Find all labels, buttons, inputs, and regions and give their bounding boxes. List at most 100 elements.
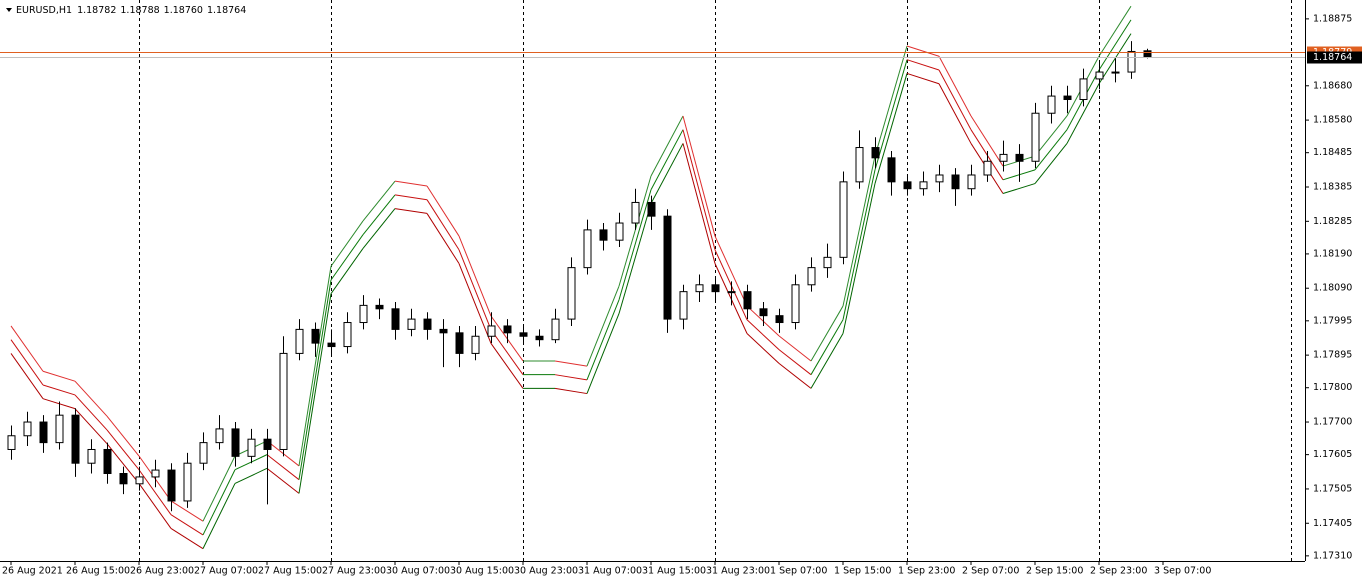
candle-body	[567, 267, 576, 320]
candle-body	[71, 414, 80, 464]
ribbon-segment	[586, 313, 620, 394]
ribbon-segment	[650, 115, 684, 177]
x-tick-label: 30 Aug 15:00	[450, 566, 514, 577]
ribbon-segment	[1002, 183, 1036, 194]
x-tick-label: 27 Aug 23:00	[322, 566, 386, 577]
ribbon-segment	[938, 83, 972, 144]
y-tick-label: 1.17505	[1313, 483, 1352, 494]
ribbon-segment	[618, 175, 652, 287]
candle-body	[311, 328, 320, 344]
ribbon-segment	[1034, 115, 1068, 157]
ribbon-segment	[202, 483, 236, 549]
candle-body	[343, 322, 352, 348]
ribbon-segment	[458, 249, 492, 330]
candle-body	[439, 328, 448, 334]
candle-body	[1031, 112, 1040, 162]
ribbon-segment	[650, 129, 684, 190]
candle-body	[775, 315, 784, 324]
candle-body	[711, 284, 720, 293]
candle-body	[1143, 50, 1152, 58]
y-tick-label: 1.18580	[1313, 115, 1352, 126]
ribbon-segment	[554, 387, 588, 395]
candle-body	[167, 469, 176, 502]
ribbon-segment	[938, 56, 972, 117]
ribbon-segment	[1034, 143, 1068, 184]
ribbon-segment	[10, 325, 44, 372]
ribbon-segment	[10, 353, 44, 399]
ribbon-segment	[618, 203, 652, 314]
candle-body	[631, 201, 640, 224]
x-tick-label: 1 Sep 15:00	[834, 566, 891, 577]
ribbon-segment	[330, 220, 364, 267]
ribbon-segment	[10, 339, 44, 386]
candle-body	[727, 291, 736, 294]
x-tick-label: 30 Aug 07:00	[386, 566, 450, 577]
candle-body	[663, 215, 672, 320]
ribbon-segment	[298, 279, 332, 480]
y-tick-label: 1.17405	[1313, 518, 1352, 529]
ribbon-segment	[778, 335, 812, 362]
candle-body	[279, 352, 288, 450]
candle-body	[359, 304, 368, 324]
candle-body	[55, 414, 64, 444]
candle-body	[695, 284, 704, 293]
candle-body	[199, 442, 208, 464]
candle-body	[151, 469, 160, 478]
x-tick-label: 2 Sep 15:00	[1026, 566, 1083, 577]
ribbon-segment	[746, 333, 780, 364]
ribbon-segment	[458, 263, 492, 344]
candle-body	[119, 473, 128, 485]
menu-arrow[interactable]	[6, 8, 12, 12]
ribbon-segment	[842, 169, 876, 320]
candle-body	[903, 181, 912, 190]
candle-body	[487, 325, 496, 337]
ribbon-segment	[682, 143, 716, 264]
candle-body	[935, 174, 944, 183]
candle-body	[375, 304, 384, 310]
candle-body	[615, 222, 624, 241]
candle-body	[855, 147, 864, 183]
candle-body	[503, 325, 512, 334]
candle-body	[983, 160, 992, 176]
x-tick-label: 30 Aug 23:00	[514, 566, 578, 577]
ribbon-segment	[682, 115, 716, 237]
candle-body	[7, 435, 16, 450]
ribbon-segment	[874, 73, 908, 184]
ribbon-segment	[42, 370, 76, 382]
ribbon-segment	[778, 349, 812, 376]
ribbon-segment	[810, 333, 844, 389]
bid-label-box	[1307, 51, 1362, 64]
ribbon-segment	[202, 455, 236, 522]
ribbon-segment	[106, 429, 140, 471]
ribbon-segment	[906, 59, 940, 71]
ribbon-segment	[138, 483, 172, 529]
ribbon-segment	[810, 305, 844, 362]
candle-body	[535, 335, 544, 341]
ribbon-segment	[842, 183, 876, 334]
ribbon-segment	[906, 45, 940, 57]
x-tick-label: 27 Aug 15:00	[258, 566, 322, 577]
high: 1.18788	[120, 5, 159, 16]
x-tick-label: 26 Aug 23:00	[130, 566, 194, 577]
ribbon-segment	[426, 199, 460, 251]
candle-body	[743, 291, 752, 310]
candle-body	[1127, 50, 1136, 73]
ribbon-segment	[330, 248, 364, 294]
candle-body	[135, 476, 144, 485]
y-tick-label: 1.18090	[1313, 283, 1352, 294]
ribbon-segment	[266, 467, 300, 494]
x-tick-label: 2 Sep 07:00	[962, 566, 1019, 577]
candle-body	[871, 147, 880, 159]
candle-body	[231, 428, 240, 457]
x-tick-label: 31 Aug 23:00	[706, 566, 770, 577]
y-tick-label: 1.17995	[1313, 315, 1352, 326]
ribbon-segment	[1098, 19, 1132, 71]
x-tick-label: 27 Aug 07:00	[194, 566, 258, 577]
ribbon-segment	[106, 415, 140, 457]
candle-body	[1111, 71, 1120, 74]
ribbon-segment	[138, 469, 172, 515]
x-tick-label: 1 Sep 23:00	[898, 566, 955, 577]
candle-body	[215, 428, 224, 444]
ribbon-segment	[682, 129, 716, 250]
candle-body	[759, 308, 768, 317]
